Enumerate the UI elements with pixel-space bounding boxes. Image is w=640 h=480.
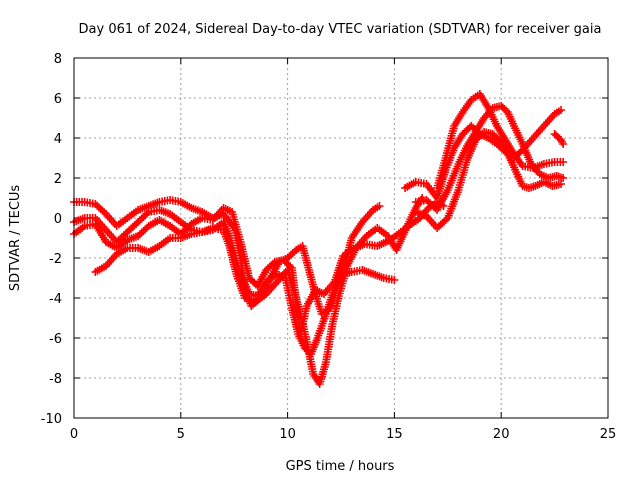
data-point xyxy=(559,140,568,148)
x-axis-label: GPS time / hours xyxy=(286,459,395,474)
axis-ticks: 0 5 10 15 20 25 -10 -8 -6 -4 -2 0 2 4 6 8 xyxy=(41,52,617,442)
x-tick-label: 15 xyxy=(386,427,403,442)
series-trace-g xyxy=(411,102,568,214)
y-tick-label: 0 xyxy=(54,212,62,227)
data-point-interp xyxy=(442,215,451,224)
y-tick-label: -2 xyxy=(49,252,62,267)
chart-title: Day 061 of 2024, Sidereal Day-to-day VTE… xyxy=(79,22,602,37)
data-point-interp xyxy=(286,262,295,271)
plot-frame xyxy=(73,57,609,419)
data-point xyxy=(557,180,566,188)
x-tick-label: 20 xyxy=(493,427,510,442)
x-tick-label: 25 xyxy=(600,427,617,442)
y-axis-label: SDTVAR / TECUs xyxy=(8,185,23,292)
data-point xyxy=(559,174,568,182)
y-tick-label: 2 xyxy=(54,172,62,187)
data-point xyxy=(375,202,384,210)
x-tick-label: 0 xyxy=(70,427,78,442)
data-point xyxy=(557,106,566,114)
series-trace-h xyxy=(411,128,566,232)
y-tick-label: 6 xyxy=(54,92,62,107)
y-tick-label: -10 xyxy=(41,412,62,427)
data-point-interp xyxy=(142,209,151,218)
series-trace-c xyxy=(91,218,399,358)
x-tick-label: 10 xyxy=(279,427,296,442)
data-point-interp xyxy=(100,208,109,217)
series-trace-i xyxy=(550,130,568,148)
y-tick-label: -4 xyxy=(49,292,62,307)
x-tick-label: 5 xyxy=(177,427,185,442)
series-trace-f xyxy=(433,90,568,192)
y-tick-label: 8 xyxy=(54,52,62,67)
data-point xyxy=(559,158,568,166)
y-tick-label: -8 xyxy=(49,372,62,387)
data-point xyxy=(390,276,399,284)
y-tick-label: 4 xyxy=(54,132,62,147)
y-tick-label: -6 xyxy=(49,332,62,347)
